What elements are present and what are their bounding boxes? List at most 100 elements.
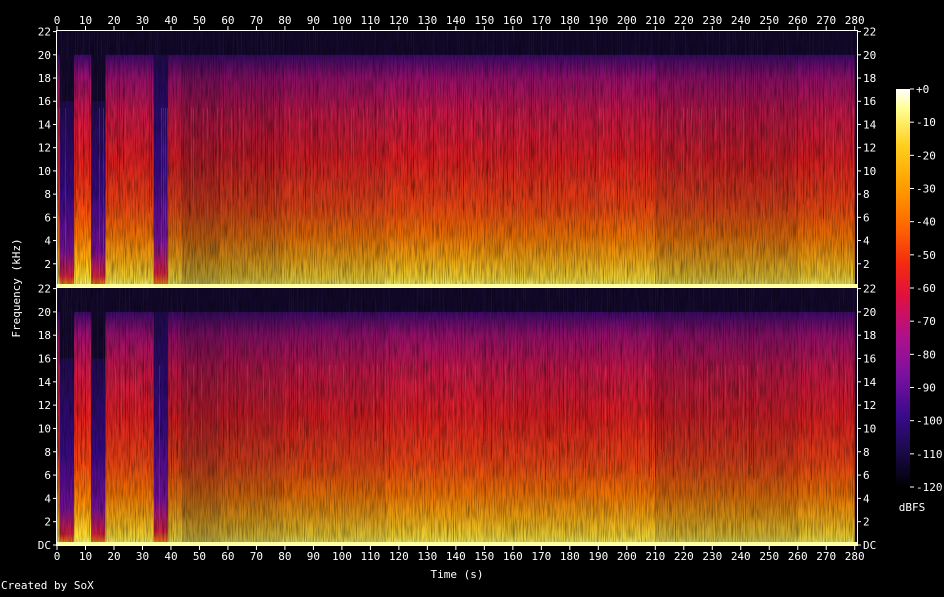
x-tick-label: 0 — [54, 550, 61, 563]
x-tick-label: 10 — [79, 14, 92, 27]
colorbar-tick-label: -20 — [916, 149, 936, 162]
x-tick-label: 90 — [307, 550, 320, 563]
x-tick-label: 20 — [107, 550, 120, 563]
spectrogram-grain — [57, 31, 857, 287]
y-tick-label: 4 — [44, 492, 51, 505]
y-tick-label: 20 — [863, 49, 876, 62]
y-tick-label: 8 — [863, 188, 870, 201]
colorbar-tick-label: -60 — [916, 282, 936, 295]
y-tick-label: 22 — [863, 283, 876, 296]
y-tick-label: 22 — [38, 26, 51, 39]
x-tick-label: 80 — [278, 550, 291, 563]
x-axis-label: Time (s) — [431, 568, 484, 581]
x-tick-label: 70 — [250, 550, 263, 563]
y-tick-label: 12 — [863, 142, 876, 155]
y-tick-label: 16 — [863, 95, 876, 108]
y-tick-label: 18 — [863, 329, 876, 342]
x-tick-label: 140 — [446, 550, 466, 563]
x-tick-label: 120 — [389, 14, 409, 27]
y-tick-label: 8 — [863, 446, 870, 459]
x-tick-label: 110 — [360, 14, 380, 27]
x-tick-label: 60 — [221, 550, 234, 563]
x-tick-label: 150 — [474, 550, 494, 563]
colorbar: +0 -10 -20 -30 -40 -50 -60 -70 -80 -90 -100 -110 -12… — [896, 83, 943, 494]
x-tick-label: 40 — [164, 14, 177, 27]
x-tick-label: 180 — [560, 14, 580, 27]
y-tick-label: 14 — [38, 118, 52, 131]
x-tick-label: 140 — [446, 14, 466, 27]
x-tick-label: 70 — [250, 14, 263, 27]
y-tick-label: 18 — [863, 72, 876, 85]
x-tick-label: 260 — [788, 550, 808, 563]
y-tick-label: 14 — [863, 376, 877, 389]
x-tick-label: 200 — [617, 14, 637, 27]
y-tick-label: 20 — [38, 49, 51, 62]
x-tick-label: 50 — [193, 14, 206, 27]
channel-1-spectrogram — [57, 31, 857, 288]
x-tick-label: 220 — [674, 14, 694, 27]
y-tick-label: 20 — [863, 306, 876, 319]
x-tick-label: 220 — [674, 550, 694, 563]
x-tick-label: 40 — [164, 550, 177, 563]
y-tick-label: 6 — [863, 469, 870, 482]
footer-credit: Created by SoX — [1, 579, 94, 592]
y-tick-label: 16 — [38, 95, 51, 108]
colorbar-tick-label: -120 — [916, 481, 943, 494]
y-tick-label: 2 — [44, 258, 51, 271]
channels-layer — [57, 31, 857, 545]
x-tick-label: 270 — [816, 550, 836, 563]
y-tick-label: 12 — [38, 142, 51, 155]
x-tick-label: 30 — [136, 14, 149, 27]
dc-band — [57, 284, 857, 287]
x-tick-label: 200 — [617, 550, 637, 563]
x-tick-label: 240 — [731, 14, 751, 27]
y-tick-label: 20 — [38, 306, 51, 319]
y-tick-label: 22 — [38, 283, 51, 296]
x-tick-label: 0 — [54, 14, 61, 27]
y-tick-label: 10 — [863, 422, 876, 435]
x-tick-label: 170 — [531, 14, 551, 27]
x-tick-label: 100 — [332, 14, 352, 27]
x-tick-label: 210 — [645, 14, 665, 27]
y-tick-label: 6 — [44, 469, 51, 482]
y-tick-label: 18 — [38, 329, 51, 342]
y-tick-label: 4 — [863, 235, 870, 248]
y-tick-label: 12 — [863, 399, 876, 412]
colorbar-tick-label: -30 — [916, 183, 936, 196]
x-tick-label: 130 — [417, 550, 437, 563]
x-tick-label: 100 — [332, 550, 352, 563]
y-tick-label: 10 — [863, 165, 876, 178]
channel-2-frame — [56, 287, 858, 546]
y-tick-label: 14 — [38, 376, 52, 389]
colorbar-tick-label: +0 — [916, 83, 929, 96]
x-tick-label: 110 — [360, 550, 380, 563]
colorbar-tick-label: -100 — [916, 415, 943, 428]
colorbar-label: dBFS — [899, 501, 926, 514]
x-tick-label: 20 — [107, 14, 120, 27]
colorbar-gradient — [896, 89, 910, 487]
y-tick-label: 8 — [44, 446, 51, 459]
y-tick-label: 4 — [44, 235, 51, 248]
y-tick-label: 22 — [863, 26, 876, 39]
x-tick-label: 280 — [845, 550, 865, 563]
colorbar-tick-label: -90 — [916, 382, 936, 395]
y-axis-label: Frequency (kHz) — [10, 238, 23, 337]
x-tick-label: 150 — [474, 14, 494, 27]
x-tick-label: 280 — [845, 14, 865, 27]
x-tick-label: 210 — [645, 550, 665, 563]
y-tick-label: 16 — [38, 353, 51, 366]
x-tick-label: 10 — [79, 550, 92, 563]
y-tick-label: 2 — [863, 516, 870, 529]
y-tick-label: 12 — [38, 399, 51, 412]
y-tick-label: 14 — [863, 118, 877, 131]
x-tick-label: 60 — [221, 14, 234, 27]
y-tick-label: 8 — [44, 188, 51, 201]
x-tick-label: 190 — [588, 550, 608, 563]
colorbar-tick-label: -110 — [916, 448, 943, 461]
y-tick-label: 2 — [44, 516, 51, 529]
x-tick-label: 160 — [503, 14, 523, 27]
x-tick-label: 180 — [560, 550, 580, 563]
x-tick-label: 30 — [136, 550, 149, 563]
